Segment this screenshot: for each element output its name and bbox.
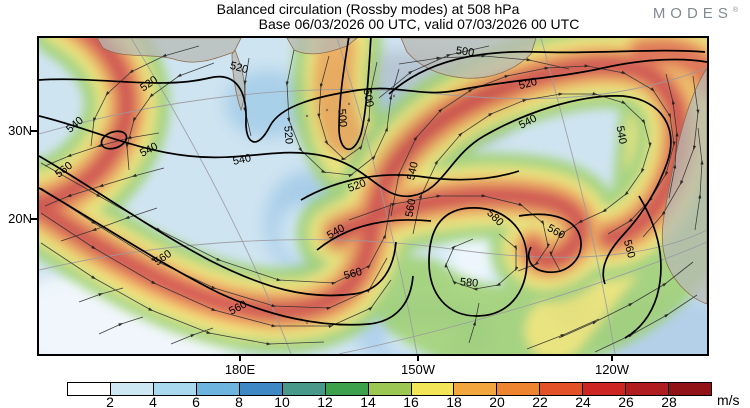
colorbar-segment-4 <box>239 383 283 395</box>
map-plot-area: .jg{fill:none;stroke:#9ed06a;stroke-widt… <box>37 36 709 356</box>
colorbar-tick-16: 16 <box>403 394 419 408</box>
x-axis-label-180E: 180E <box>224 362 256 377</box>
colorbar-segment-2 <box>153 383 197 395</box>
colorbar-segment-9 <box>454 383 498 395</box>
y-axis-label-20N: 20N <box>8 211 32 226</box>
page-subtitle: Base 06/03/2026 00 UTC, valid 07/03/2026… <box>258 16 580 32</box>
colorbar-tick-20: 20 <box>489 394 505 408</box>
x-axis-label-150W: 150W <box>401 362 435 377</box>
colorbar-segment-3 <box>196 383 240 395</box>
colorbar-segment-1 <box>110 383 154 395</box>
modes-logo: MODES® <box>652 5 738 22</box>
colorbar-tick-14: 14 <box>360 394 376 408</box>
x-axis-tick <box>239 356 241 361</box>
y-axis-label-30N: 30N <box>8 123 32 138</box>
colorbar-segment-10 <box>497 383 541 395</box>
x-axis-label-120W: 120W <box>595 362 629 377</box>
page-title: Balanced circulation (Rossby modes) at 5… <box>216 1 520 17</box>
colorbar-tick-24: 24 <box>575 394 591 408</box>
colorbar-tick-28: 28 <box>661 394 677 408</box>
map-canvas: .jg{fill:none;stroke:#9ed06a;stroke-widt… <box>39 38 707 354</box>
colorbar-segment-0 <box>68 383 111 395</box>
colorbar-segment-11 <box>540 383 584 395</box>
x-axis-tick <box>417 356 419 361</box>
height-contour-lines <box>39 38 707 339</box>
colorbar-units-label: m/s <box>717 392 740 408</box>
colorbar-tick-2: 2 <box>106 394 114 408</box>
colorbar-segment-6 <box>325 383 369 395</box>
colorbar-segment-8 <box>411 383 455 395</box>
colorbar <box>67 382 712 396</box>
colorbar-tick-8: 8 <box>235 394 243 408</box>
colorbar-segment-14 <box>669 383 712 395</box>
y-axis-tick <box>31 218 37 220</box>
colorbar-segment-12 <box>583 383 627 395</box>
x-axis-tick <box>611 356 613 361</box>
colorbar-tick-12: 12 <box>317 394 333 408</box>
colorbar-tick-18: 18 <box>446 394 462 408</box>
colorbar-segment-5 <box>282 383 326 395</box>
colorbar-segment-13 <box>626 383 670 395</box>
colorbar-tick-4: 4 <box>149 394 157 408</box>
colorbar-tick-6: 6 <box>192 394 200 408</box>
colorbar-tick-22: 22 <box>532 394 548 408</box>
colorbar-tick-10: 10 <box>274 394 290 408</box>
registered-mark: ® <box>732 7 738 14</box>
y-axis-tick <box>31 130 37 132</box>
colorbar-segment-7 <box>368 383 412 395</box>
siberia-coast <box>96 38 242 63</box>
colorbar-tick-26: 26 <box>618 394 634 408</box>
